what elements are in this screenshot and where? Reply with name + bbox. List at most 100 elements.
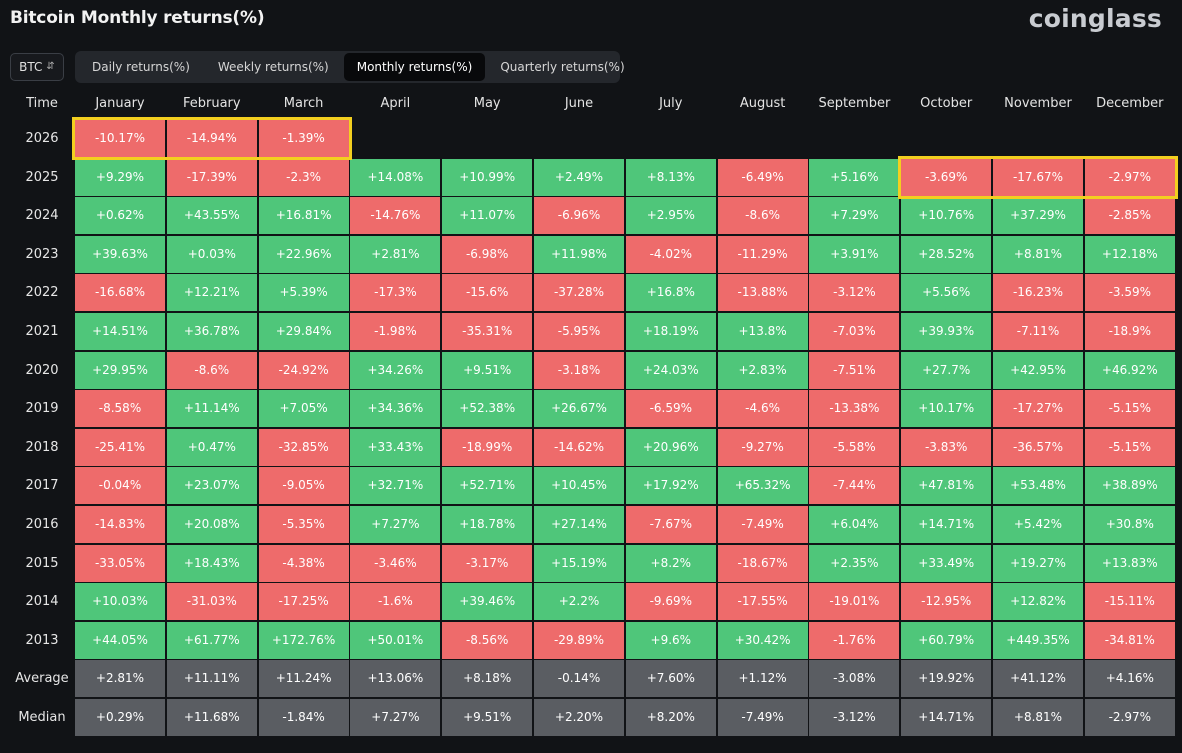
page-title: Bitcoin Monthly returns(%) <box>10 8 265 28</box>
return-cell: +29.84% <box>258 313 349 350</box>
return-cell: -18.9% <box>1084 313 1175 350</box>
return-cell: -9.27% <box>717 428 808 466</box>
return-cell: +9.6% <box>625 621 716 659</box>
return-cell: -5.95% <box>534 313 624 350</box>
table-row: 2024 +0.62% +43.55% +16.81% -14.76% +11.07% -6… <box>0 197 1175 235</box>
return-cell: -5.35% <box>258 506 349 543</box>
return-cell: +9.29% <box>75 158 165 196</box>
return-cell: +26.67% <box>534 390 624 428</box>
chevron-updown-icon: ⇵ <box>46 61 55 72</box>
return-cell: +12.82% <box>993 583 1083 621</box>
return-cell: +10.99% <box>442 158 533 196</box>
return-cell: +0.29% <box>75 699 165 736</box>
return-cell: +30.42% <box>717 621 808 659</box>
tab-weekly-returns[interactable]: Weekly returns(%) <box>217 60 329 74</box>
return-cell: +8.81% <box>993 235 1083 273</box>
month-header-august: August <box>739 96 786 111</box>
time-column-header: Time <box>26 96 58 111</box>
return-cell: +4.16% <box>1084 660 1175 698</box>
return-cell: +8.18% <box>442 660 533 698</box>
return-cell: +11.68% <box>166 699 257 736</box>
return-cell: +61.77% <box>166 621 257 659</box>
row-label: 2018 <box>25 439 59 455</box>
return-cell: -4.02% <box>625 235 716 273</box>
return-cell: -3.12% <box>809 274 900 312</box>
row-label: Median <box>18 710 66 725</box>
table-row: 2022 -16.68% +12.21% +5.39% -17.3% -15.6% -37.… <box>0 274 1175 312</box>
return-cell: -37.28% <box>534 274 624 312</box>
return-cell: -8.6% <box>717 197 808 235</box>
return-cell: +11.24% <box>258 660 349 698</box>
return-cell: -29.89% <box>534 621 624 659</box>
return-cell: -3.12% <box>809 699 900 736</box>
table-row: 2025 +9.29% -17.39% -2.3% +14.08% +10.99% +2.4… <box>0 158 1175 196</box>
return-cell: +36.78% <box>166 313 257 350</box>
return-cell: +46.92% <box>1084 351 1175 389</box>
return-cell: -8.58% <box>75 390 165 428</box>
return-cell: -32.85% <box>258 428 349 466</box>
return-cell: +10.17% <box>901 390 992 428</box>
month-header-june: June <box>564 96 594 111</box>
return-cell: +22.96% <box>258 235 349 273</box>
return-cell: +7.05% <box>258 390 349 428</box>
return-cell: +7.27% <box>350 699 441 736</box>
return-cell: +52.38% <box>442 390 533 428</box>
month-header-march: March <box>283 96 324 111</box>
return-cell: +47.81% <box>901 467 992 505</box>
return-cell: -13.38% <box>809 390 900 428</box>
return-cell: -13.88% <box>717 274 808 312</box>
return-cell: +38.89% <box>1084 467 1175 505</box>
return-cell: +172.76% <box>258 621 349 659</box>
return-cell: +39.46% <box>442 583 533 621</box>
return-cell: -9.69% <box>625 583 716 621</box>
return-cell: +39.93% <box>901 313 992 350</box>
return-cell: +27.14% <box>534 506 624 543</box>
tab-daily-returns[interactable]: Daily returns(%) <box>92 60 190 74</box>
return-cell: -1.39% <box>258 120 349 157</box>
tab-monthly-returns[interactable]: Monthly returns(%) <box>343 53 486 81</box>
return-cell: -36.57% <box>993 428 1083 466</box>
return-cell: +13.83% <box>1084 544 1175 582</box>
return-cell: -7.03% <box>809 313 900 350</box>
table-row: 2021 +14.51% +36.78% +29.84% -1.98% -35.31% -5… <box>0 313 1175 350</box>
return-cell: -15.11% <box>1084 583 1175 621</box>
month-header-july: July <box>659 96 683 111</box>
return-cell: +10.45% <box>534 467 624 505</box>
returns-tabs: Daily returns(%) Weekly returns(%) Month… <box>75 51 625 83</box>
return-cell: +11.14% <box>166 390 257 428</box>
return-cell: +14.71% <box>901 699 992 736</box>
return-cell: -7.11% <box>993 313 1083 350</box>
return-cell: -7.49% <box>717 506 808 543</box>
coin-select-value: BTC <box>19 60 43 74</box>
return-cell: -4.38% <box>258 544 349 582</box>
tab-quarterly-returns[interactable]: Quarterly returns(%) <box>500 60 625 74</box>
return-cell: +2.49% <box>534 158 624 196</box>
return-cell: -8.6% <box>166 351 257 389</box>
return-cell: +41.12% <box>993 660 1083 698</box>
return-cell: -3.18% <box>534 351 624 389</box>
month-header-december: December <box>1096 96 1164 111</box>
return-cell: -31.03% <box>166 583 257 621</box>
return-cell: -2.85% <box>1084 197 1175 235</box>
brand-logo: coinglass <box>1028 4 1162 33</box>
return-cell: +32.71% <box>350 467 441 505</box>
return-cell: +42.95% <box>993 351 1083 389</box>
return-cell: +8.81% <box>993 699 1083 736</box>
return-cell: +33.49% <box>901 544 992 582</box>
month-header-november: November <box>1004 96 1072 111</box>
return-cell: +6.04% <box>809 506 900 543</box>
return-cell: +14.71% <box>901 506 992 543</box>
return-cell: +34.36% <box>350 390 441 428</box>
table-row: 2023 +39.63% +0.03% +22.96% +2.81% -6.98% +11.… <box>0 235 1175 273</box>
return-cell: +17.92% <box>625 467 716 505</box>
return-cell: -6.96% <box>534 197 624 235</box>
return-cell: -1.98% <box>350 313 441 350</box>
row-label: 2025 <box>25 169 59 185</box>
table-row: 2020 +29.95% -8.6% -24.92% +34.26% +9.51% -3.1… <box>0 351 1175 389</box>
return-cell: +2.83% <box>717 351 808 389</box>
coin-select[interactable]: BTC ⇵ <box>10 53 64 81</box>
return-cell: -1.84% <box>258 699 349 736</box>
return-cell: +2.35% <box>809 544 900 582</box>
return-cell: +11.11% <box>166 660 257 698</box>
table-row: 2018 -25.41% +0.47% -32.85% +33.43% -18.99% -1… <box>0 428 1175 466</box>
